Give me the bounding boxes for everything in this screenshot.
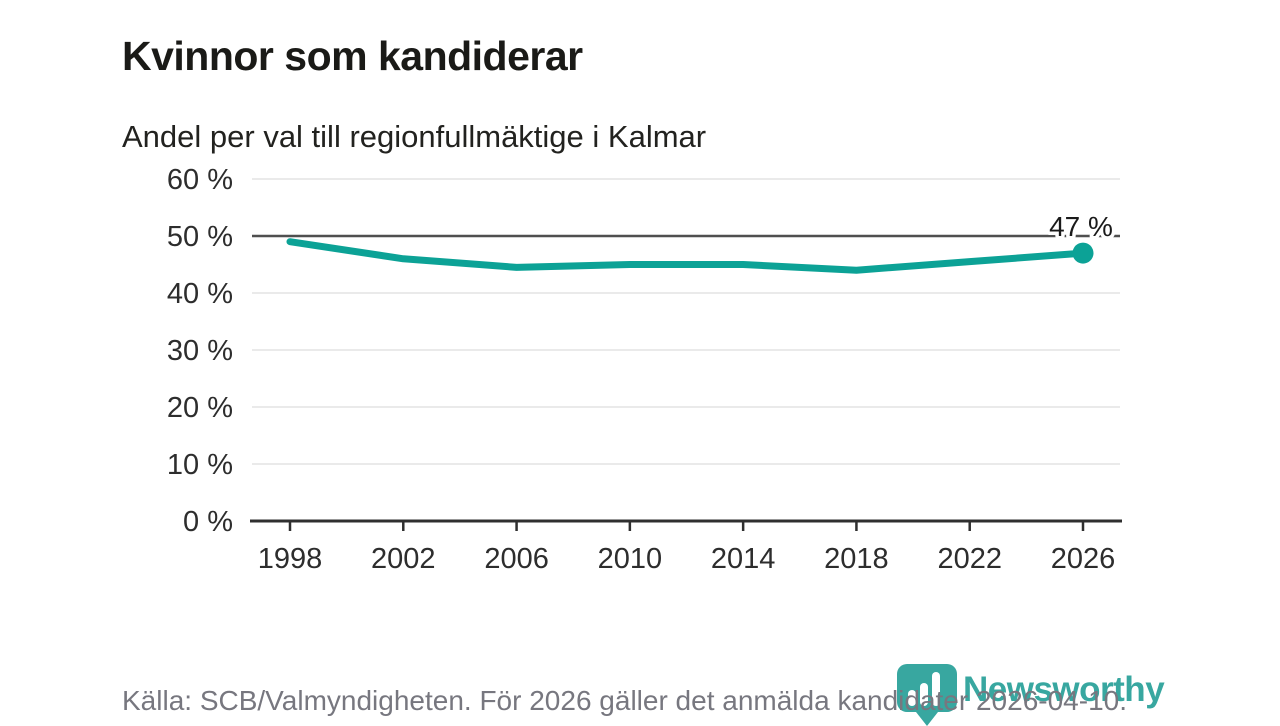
chart-subtitle: Andel per val till regionfullmäktige i K…	[122, 118, 707, 154]
svg-text:2006: 2006	[484, 543, 549, 575]
newsworthy-wordmark: Newsworthy	[963, 670, 1165, 709]
newsworthy-pin-icon	[897, 664, 957, 726]
svg-text:2002: 2002	[371, 543, 436, 575]
svg-text:2026: 2026	[1051, 543, 1116, 575]
svg-text:0 %: 0 %	[183, 506, 233, 538]
svg-text:2010: 2010	[598, 543, 663, 575]
svg-text:2014: 2014	[711, 543, 776, 575]
svg-text:47 %: 47 %	[1049, 211, 1113, 242]
svg-text:40 %: 40 %	[167, 278, 233, 310]
svg-text:50 %: 50 %	[167, 221, 233, 253]
svg-text:2022: 2022	[937, 543, 1002, 575]
svg-text:20 %: 20 %	[167, 392, 233, 424]
svg-text:10 %: 10 %	[167, 449, 233, 481]
svg-text:1998: 1998	[258, 543, 323, 575]
svg-text:30 %: 30 %	[167, 335, 233, 367]
svg-text:60 %: 60 %	[167, 164, 233, 196]
source-note: Källa: SCB/Valmyndigheten. För 2026 gäll…	[122, 685, 1127, 716]
svg-text:2018: 2018	[824, 543, 889, 575]
newsworthy-logo: Newsworthy	[897, 664, 1165, 726]
page-title: Kvinnor som kandiderar	[122, 33, 583, 80]
